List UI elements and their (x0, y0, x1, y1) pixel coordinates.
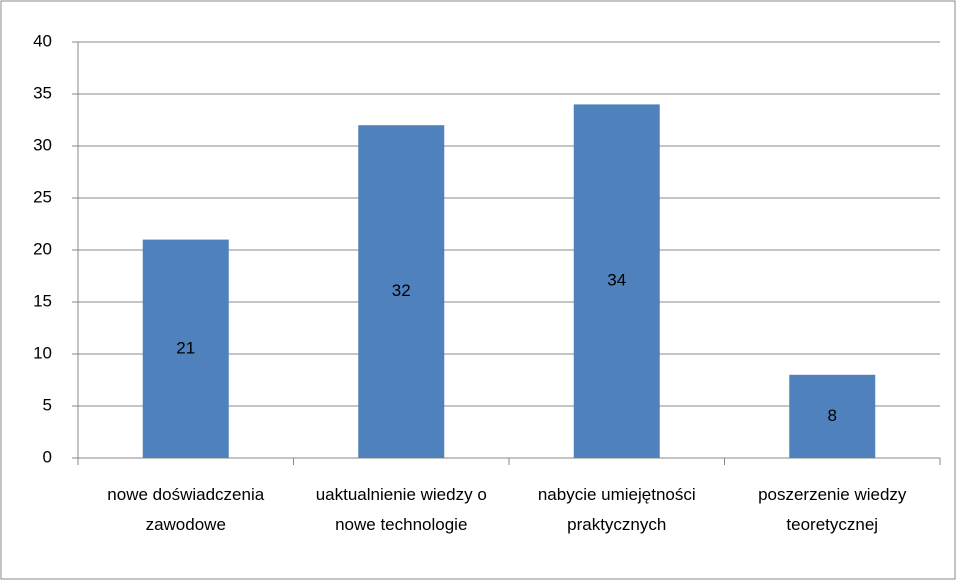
data-label: 21 (176, 338, 195, 357)
x-tick-label: uaktualnienie wiedzy o nowe technologie (315, 485, 487, 534)
bar (358, 125, 445, 458)
data-label: 8 (828, 406, 837, 425)
bar (573, 104, 660, 459)
bar (142, 239, 229, 458)
y-tick-label: 5 (43, 395, 52, 414)
y-tick-label: 15 (33, 291, 52, 310)
y-tick-label: 30 (33, 135, 52, 154)
y-tick-label: 20 (33, 239, 52, 258)
bar (789, 374, 876, 458)
x-tick-label: nabycie umiejętności praktycznych (537, 485, 696, 534)
y-tick-label: 40 (33, 31, 52, 50)
data-label: 32 (392, 281, 411, 300)
x-tick-label: nowe doświadczenia zawodowe (107, 485, 265, 534)
y-tick-label: 0 (43, 447, 52, 466)
x-tick-label: poszerzenie wiedzy teoretycznej (758, 485, 907, 534)
y-tick-label: 25 (33, 187, 52, 206)
y-tick-label: 10 (33, 343, 52, 362)
y-tick-label: 35 (33, 83, 52, 102)
data-label: 34 (607, 271, 626, 290)
